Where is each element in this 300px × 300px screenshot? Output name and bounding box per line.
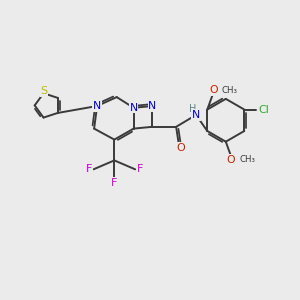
Text: N: N [192,110,200,120]
Text: F: F [86,164,92,174]
Text: H: H [189,104,196,114]
Text: N: N [93,101,101,111]
Text: N: N [130,103,138,113]
Text: O: O [176,143,185,153]
Text: F: F [111,178,118,188]
Text: CH₃: CH₃ [239,155,256,164]
Text: Cl: Cl [258,105,269,115]
Text: S: S [40,86,48,96]
Text: N: N [148,101,157,111]
Text: F: F [136,164,143,174]
Text: O: O [227,154,236,164]
Text: O: O [209,85,218,95]
Text: CH₃: CH₃ [221,86,238,95]
